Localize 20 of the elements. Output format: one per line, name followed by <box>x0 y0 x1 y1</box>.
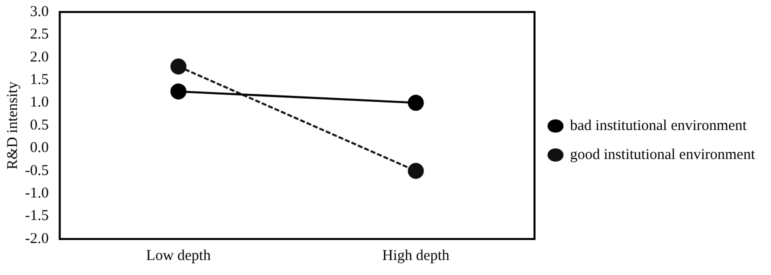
y-tick-label: 1.5 <box>30 72 49 88</box>
point <box>408 94 424 111</box>
y-axis-title: R&D intensity <box>4 81 21 170</box>
x-tick-label: Low depth <box>146 248 212 264</box>
point <box>170 58 186 74</box>
point <box>408 162 424 179</box>
y-tick-label: 2.0 <box>30 49 49 66</box>
x-tick-label: High depth <box>382 248 450 264</box>
legend-label: bad institutional environment <box>570 118 748 134</box>
legend-label: good institutional environment <box>570 146 756 163</box>
y-tick-label: -2.0 <box>24 230 49 247</box>
y-tick-label: -1.0 <box>24 186 49 202</box>
y-tick-label: 3.0 <box>30 4 49 20</box>
y-tick-label: -1.5 <box>24 208 49 224</box>
y-tick-label: -0.5 <box>24 162 49 179</box>
y-tick-label: 1.0 <box>30 94 49 111</box>
y-tick-label: 0.5 <box>30 117 49 134</box>
point <box>170 83 186 100</box>
y-tick-label: 0.0 <box>30 140 49 156</box>
y-tick-label: 2.5 <box>30 26 49 43</box>
